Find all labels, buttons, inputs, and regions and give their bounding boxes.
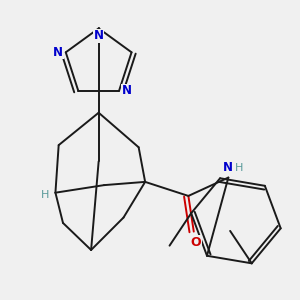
- Text: N: N: [53, 46, 63, 59]
- Text: N: N: [94, 29, 104, 43]
- Text: N: N: [224, 161, 233, 174]
- Text: O: O: [190, 236, 201, 249]
- Text: N: N: [122, 85, 132, 98]
- Text: H: H: [40, 190, 49, 200]
- Text: H: H: [235, 163, 243, 173]
